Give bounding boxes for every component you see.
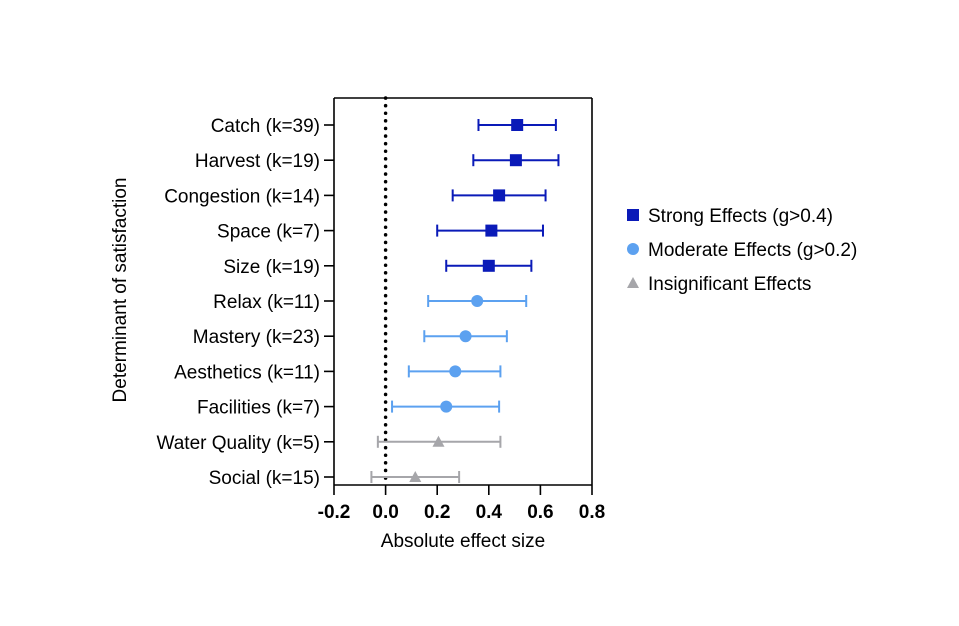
category-label: Harvest (k=19)	[195, 151, 320, 172]
x-tick-label: 0.4	[476, 502, 503, 523]
category-label: Congestion (k=14)	[164, 186, 320, 207]
category-label: Catch (k=39)	[211, 116, 320, 137]
category-label: Relax (k=11)	[213, 292, 320, 313]
category-label: Aesthetics (k=11)	[174, 362, 320, 383]
legend-marker	[627, 277, 639, 288]
effect-marker	[432, 435, 445, 447]
marks-layer	[370, 119, 560, 483]
x-tick-label: -0.2	[318, 502, 351, 523]
effect-marker	[485, 224, 498, 237]
plot-frame	[324, 97, 593, 486]
category-label: Water Quality (k=5)	[157, 433, 320, 454]
x-tick-label: 0.2	[424, 502, 450, 523]
legend-label: Strong Effects (g>0.4)	[648, 206, 833, 227]
effect-marker	[511, 119, 524, 131]
x-tick-label: 0.0	[372, 502, 398, 523]
category-label: Facilities (k=7)	[197, 398, 320, 419]
x-axis-title: Absolute effect size	[381, 531, 545, 552]
y-axis-title: Determinant of satisfaction	[110, 178, 131, 403]
category-label: Mastery (k=23)	[193, 327, 320, 348]
legend-marker	[627, 209, 639, 221]
effect-marker	[459, 330, 472, 343]
x-tick-label: 0.8	[579, 502, 605, 523]
effect-marker	[471, 295, 484, 307]
category-labels: Catch (k=39) Harvest (k=19) Congestion (k=…	[157, 116, 320, 489]
effect-marker	[449, 365, 462, 378]
legend-label: Insignificant Effects	[648, 274, 811, 295]
category-label: Size (k=19)	[223, 257, 320, 278]
effect-marker	[509, 154, 522, 167]
x-tick-label: 0.6	[527, 502, 553, 523]
effect-marker	[440, 400, 453, 413]
legend-marker	[627, 243, 639, 255]
effect-marker	[409, 471, 422, 482]
x-axis-ticks: -0.2 0.0 0.2 0.4 0.6 0.8	[318, 485, 605, 523]
legend-label: Moderate Effects (g>0.2)	[648, 240, 857, 261]
effect-marker	[482, 259, 495, 272]
legend: Strong Effects (g>0.4) Moderate Effects (…	[627, 206, 857, 295]
category-label: Space (k=7)	[217, 222, 320, 243]
category-label: Social (k=15)	[209, 468, 320, 489]
effect-marker	[493, 189, 506, 202]
